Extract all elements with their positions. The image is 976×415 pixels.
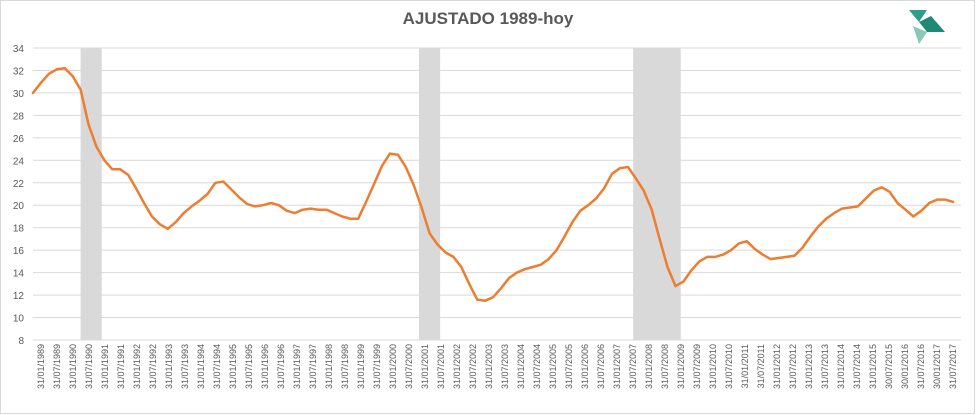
x-tick-label: 31/07/2012 bbox=[788, 344, 798, 389]
brand-logo-icon bbox=[909, 10, 945, 44]
x-tick-label: 31/07/1991 bbox=[116, 344, 126, 389]
x-tick-label: 31/01/1990 bbox=[68, 344, 78, 389]
y-tick-label: 32 bbox=[13, 66, 25, 77]
x-axis: 31/01/1989 31/07/1989 31/01/1990 31/07/1990… bbox=[36, 344, 958, 389]
x-tick-label: 31/07/2017 bbox=[948, 344, 958, 389]
recession-band-3 bbox=[633, 48, 681, 340]
y-tick-label: 16 bbox=[13, 246, 25, 257]
x-tick-label: 31/07/2013 bbox=[820, 344, 830, 389]
x-tick-label: 31/07/1990 bbox=[84, 344, 94, 389]
x-tick-label: 31/01/1995 bbox=[228, 344, 238, 389]
y-tick-label: 10 bbox=[13, 314, 25, 325]
x-tick-label: 31/01/2013 bbox=[804, 344, 814, 389]
x-tick-label: 30/01/2016 bbox=[900, 344, 910, 389]
recession-band-1 bbox=[80, 48, 102, 340]
y-tick-label: 12 bbox=[13, 291, 25, 302]
y-tick-label: 26 bbox=[13, 134, 25, 145]
x-tick-label: 31/07/2009 bbox=[692, 344, 702, 389]
x-tick-label: 31/01/1996 bbox=[260, 344, 270, 389]
x-tick-label: 31/07/2000 bbox=[404, 344, 414, 389]
x-tick-label: 31/01/1992 bbox=[132, 344, 142, 389]
y-tick-label: 14 bbox=[13, 269, 25, 280]
x-tick-label: 31/07/2005 bbox=[564, 344, 574, 389]
x-tick-label: 31/07/1996 bbox=[276, 344, 286, 389]
y-tick-label: 34 bbox=[13, 44, 25, 55]
x-tick-label: 31/01/2003 bbox=[484, 344, 494, 389]
x-tick-label: 31/01/1999 bbox=[356, 344, 366, 389]
x-tick-label: 31/01/2004 bbox=[516, 344, 526, 389]
y-tick-label: 18 bbox=[13, 224, 25, 235]
x-tick-label: 31/01/2011 bbox=[740, 344, 750, 388]
x-tick-label: 31/01/1993 bbox=[164, 344, 174, 389]
x-tick-label: 30/01/2017 bbox=[932, 344, 942, 389]
x-tick-label: 31/01/1998 bbox=[324, 344, 334, 389]
x-tick-label: 31/01/2001 bbox=[420, 344, 430, 389]
x-tick-label: 31/01/2006 bbox=[580, 344, 590, 389]
x-tick-label: 30/07/2015 bbox=[884, 344, 894, 389]
recession-bands bbox=[80, 48, 681, 340]
y-tick-label: 22 bbox=[13, 179, 25, 190]
x-tick-label: 31/07/2008 bbox=[660, 344, 670, 389]
x-tick-label: 31/07/2014 bbox=[852, 344, 862, 389]
x-tick-label: 31/07/2011 bbox=[756, 344, 766, 388]
recession-band-2 bbox=[419, 48, 441, 340]
x-tick-label: 31/01/2015 bbox=[868, 344, 878, 389]
x-tick-label: 31/07/1998 bbox=[340, 344, 350, 389]
y-axis: 8 10 12 14 16 18 20 22 24 26 28 30 32 34 bbox=[13, 44, 25, 347]
gridlines bbox=[33, 47, 961, 341]
x-tick-label: 31/07/1994 bbox=[212, 344, 222, 389]
x-tick-label: 31/01/1997 bbox=[292, 344, 302, 389]
x-tick-label: 31/01/1994 bbox=[196, 344, 206, 389]
x-tick-label: 31/07/1995 bbox=[244, 344, 254, 389]
x-tick-label: 31/07/1997 bbox=[308, 344, 318, 389]
x-tick-label: 31/01/2010 bbox=[708, 344, 718, 389]
x-tick-label: 31/01/1991 bbox=[100, 344, 110, 389]
series-line-1 bbox=[31, 66, 955, 302]
y-tick-label: 28 bbox=[13, 111, 25, 122]
x-tick-label: 31/01/1989 bbox=[36, 344, 46, 389]
x-tick-label: 31/01/2014 bbox=[836, 344, 846, 389]
chart-title: AJUSTADO 1989-hoy bbox=[402, 9, 574, 28]
x-tick-label: 31/07/2010 bbox=[724, 344, 734, 389]
x-tick-label: 31/07/1999 bbox=[372, 344, 382, 389]
x-tick-label: 31/07/2001 bbox=[436, 344, 446, 389]
x-tick-label: 31/01/2007 bbox=[612, 344, 622, 389]
x-tick-label: 31/01/2000 bbox=[388, 344, 398, 389]
x-tick-label: 31/07/1993 bbox=[180, 344, 190, 389]
y-tick-label: 8 bbox=[18, 336, 24, 347]
series-lines bbox=[31, 66, 955, 302]
x-tick-label: 31/01/2005 bbox=[548, 344, 558, 389]
x-tick-label: 31/07/2006 bbox=[596, 344, 606, 389]
x-tick-label: 31/07/2016 bbox=[916, 344, 926, 389]
y-tick-label: 30 bbox=[13, 89, 25, 100]
x-tick-label: 31/01/2009 bbox=[676, 344, 686, 389]
x-tick-label: 31/01/2002 bbox=[452, 344, 462, 389]
x-tick-label: 31/07/2007 bbox=[628, 344, 638, 389]
y-tick-label: 20 bbox=[13, 201, 25, 212]
x-tick-label: 31/01/2012 bbox=[772, 344, 782, 389]
x-tick-label: 31/01/2008 bbox=[644, 344, 654, 389]
x-tick-label: 31/07/2002 bbox=[468, 344, 478, 389]
x-tick-label: 31/07/1989 bbox=[52, 344, 62, 389]
x-tick-label: 31/07/2003 bbox=[500, 344, 510, 389]
x-tick-label: 31/07/1992 bbox=[148, 344, 158, 389]
y-tick-label: 24 bbox=[13, 156, 25, 167]
x-tick-label: 31/07/2004 bbox=[532, 344, 542, 389]
